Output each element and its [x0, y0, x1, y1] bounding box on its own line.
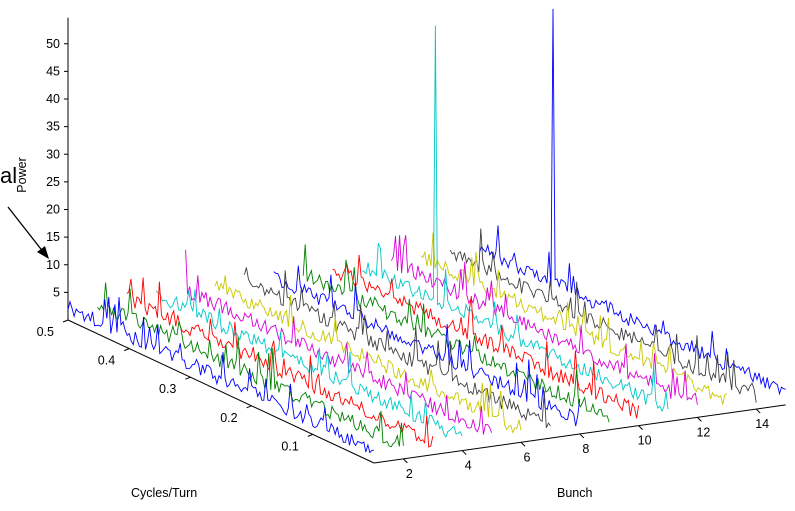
cycles-ticks: 0.1 0.2 0.3 0.4 0.5: [37, 319, 313, 453]
bunch-tick-label: 8: [582, 442, 589, 456]
bunch-axis: 2 4 6 8 10 12 14 Bunch: [373, 404, 786, 500]
cycles-axis-line: [67, 319, 375, 464]
power-tick-label: 20: [46, 203, 60, 217]
bunch-tick-label: 14: [755, 417, 769, 431]
power-tick-label: 35: [46, 120, 60, 134]
cycles-tick-mark: [185, 376, 191, 380]
bunch-tick-label: 12: [696, 425, 710, 439]
bunch-tick-mark: [461, 450, 467, 455]
trace-bunch-2: [97, 282, 404, 448]
trace-bunch-5: [185, 249, 493, 435]
cycles-tick-mark: [307, 433, 313, 437]
bunch-tick-label: 4: [465, 459, 472, 473]
annotation-arrowhead: [37, 246, 49, 259]
bunch-tick-mark: [755, 408, 761, 414]
cycles-tick-label: 0.2: [220, 411, 237, 425]
trace-layer: [67, 8, 786, 454]
cycles-tick-mark: [124, 348, 130, 352]
bunch-tick-mark: [520, 441, 526, 447]
cycles-tick-label: 0.1: [281, 439, 298, 453]
bunch-ticks: 2 4 6 8 10 12 14: [403, 408, 769, 481]
power-tick-label: 40: [46, 92, 60, 106]
annotation-arrow: [7, 206, 45, 254]
trace-bunch-3: [126, 277, 434, 448]
cycles-tick-label: 0.4: [98, 354, 115, 368]
cycles-axis: 0.1 0.2 0.3 0.4 0.5 Cycles/Turn: [37, 319, 375, 500]
bunch-axis-label: Bunch: [557, 486, 592, 500]
bunch-tick-label: 10: [638, 434, 652, 448]
trace-bunch-10: [332, 254, 640, 419]
trace-bunch-12: [390, 235, 698, 405]
bunch-tick-mark: [403, 458, 408, 464]
bunch-tick-mark: [697, 416, 702, 422]
bunch-tick-mark: [638, 425, 643, 431]
cycles-tick-label: 0.5: [37, 325, 54, 339]
power-axis: 5 10 15 20 25 30 35 40 45 50 Power: [15, 17, 69, 320]
trace-bunch-9: [302, 244, 610, 423]
trace-bunch-13: [420, 232, 728, 405]
power-tick-label: 15: [46, 230, 60, 244]
power-tick-label: 30: [46, 147, 60, 161]
bunch-tick-label: 6: [524, 450, 531, 464]
power-axis-label: Power: [15, 157, 29, 192]
trace-bunch-6: [214, 275, 522, 434]
power-tick-label: 50: [46, 37, 60, 51]
power-tick-label: 5: [53, 285, 60, 299]
power-tick-label: 10: [46, 258, 60, 272]
annotation: al: [0, 163, 49, 259]
cycles-tick-label: 0.3: [159, 382, 176, 396]
bunch-tick-mark: [579, 433, 585, 439]
power-tick-label: 45: [46, 64, 60, 78]
cycles-tick-mark: [246, 405, 252, 409]
trace-bunch-14: [449, 228, 757, 403]
power-tick-label: 25: [46, 175, 60, 189]
cycles-tick-mark: [62, 319, 69, 323]
trace-bunch-11: [361, 25, 669, 413]
power-ticks: 5 10 15 20 25 30 35 40 45 50: [46, 37, 68, 299]
trace-bunch-7: [243, 267, 551, 429]
trace-bunch-8: [273, 265, 581, 427]
bunch-tick-label: 2: [406, 467, 413, 481]
annotation-text: al: [0, 163, 17, 188]
trace-bunch-1: [67, 296, 375, 454]
cycles-axis-label: Cycles/Turn: [131, 486, 197, 500]
